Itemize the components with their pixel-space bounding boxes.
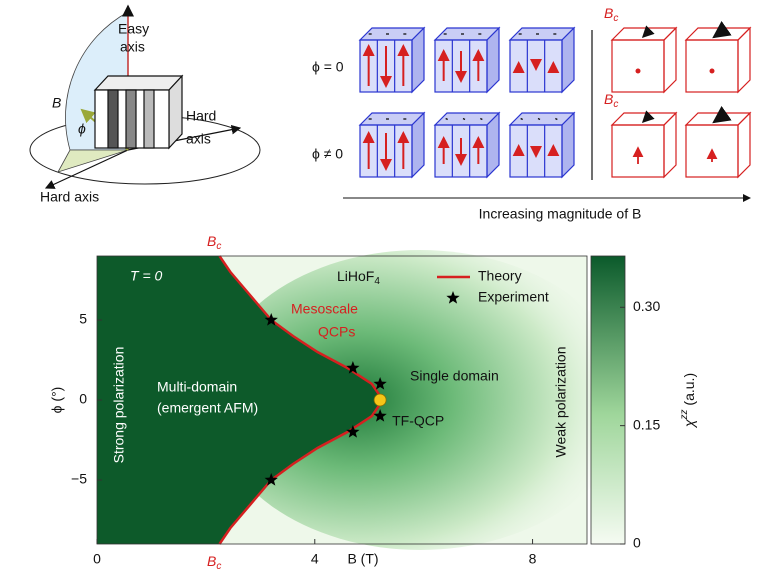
top-arrow <box>712 20 732 39</box>
phase-diagram: TF-QCP Theory Experiment 0 4 8 5 0 −5 B (T) ϕ (°) B… <box>49 233 697 572</box>
cube-face <box>737 26 751 94</box>
bc-label: Bc <box>604 5 618 24</box>
field-label: B <box>52 95 61 111</box>
colorbar-tick-label: 0 <box>633 535 641 551</box>
top-arrow <box>712 105 732 124</box>
critical-point-label: TF-QCP <box>392 413 444 429</box>
legend-star <box>446 291 460 304</box>
annotation: Mesoscale <box>291 301 358 317</box>
bc-sub: c <box>613 13 618 24</box>
experiment-star <box>373 377 387 390</box>
hard-axis-label: Hard <box>186 108 216 124</box>
bc-base: B <box>207 553 216 569</box>
annotation: Single domain <box>410 368 499 384</box>
top-arrow <box>445 117 448 121</box>
hard-axis-label: axis <box>186 131 211 147</box>
arrow-label: Increasing magnitude of B <box>479 206 642 222</box>
experiment-star <box>346 361 360 374</box>
colorbar-tick-label: 0.30 <box>633 298 660 314</box>
experiment-star <box>264 313 278 326</box>
bc-sub: c <box>216 561 221 572</box>
cube-face <box>663 111 677 179</box>
cube-face <box>685 39 739 93</box>
top-arrow <box>480 117 483 121</box>
annotation: (emergent AFM) <box>157 400 258 416</box>
cube-face <box>561 111 575 179</box>
legend-label: Experiment <box>478 289 549 305</box>
y-tick-label: −5 <box>71 471 87 487</box>
cube-face <box>663 26 677 94</box>
bc-label: Bc <box>207 553 221 572</box>
top-arrow <box>462 117 466 121</box>
bc-sub: c <box>216 241 221 252</box>
y-axis-label: ϕ (°) <box>49 387 65 414</box>
bc-label: Bc <box>604 91 618 110</box>
cube-face <box>411 111 425 179</box>
cube-face <box>611 39 665 93</box>
material-base: LiHoF <box>337 268 374 284</box>
bc-base: B <box>604 5 613 21</box>
colorbar-label: χzz (a.u.) <box>679 373 697 429</box>
colorbar-sup: zz <box>679 409 690 420</box>
multi-domain-region <box>97 256 383 544</box>
moment-dot <box>709 68 715 74</box>
colorbar-tick-label: 0.15 <box>633 416 660 432</box>
cube-face <box>611 124 665 178</box>
cube-face <box>685 124 739 178</box>
experiment-star <box>264 473 278 486</box>
top-arrow <box>537 117 541 121</box>
bc-sub: c <box>613 99 618 110</box>
annotation: LiHoF4 <box>337 268 380 287</box>
annotation: Weak polarization <box>553 346 569 457</box>
moment-dot <box>635 68 641 74</box>
bc-label: Bc <box>207 233 221 252</box>
bc-base: B <box>207 233 216 249</box>
colorbar-symbol: χ <box>681 419 697 429</box>
row-label: ϕ ≠ 0 <box>312 146 343 162</box>
critical-point <box>373 393 387 407</box>
easy-axis-label: Easy <box>118 21 149 37</box>
legend-label: Theory <box>478 268 522 284</box>
top-arrow <box>641 25 655 39</box>
x-tick-label: 8 <box>529 551 537 567</box>
x-axis-label: B (T) <box>347 551 378 567</box>
domain-diagram <box>358 20 752 180</box>
cube-face <box>561 26 575 94</box>
hard-axis-label: Hard axis <box>40 189 99 205</box>
angle-label: ϕ <box>78 121 86 137</box>
annotation: Strong polarization <box>111 347 127 464</box>
x-tick-label: 4 <box>311 551 319 567</box>
cube-face <box>737 111 751 179</box>
y-tick-label: 5 <box>79 311 87 327</box>
top-arrow <box>555 117 558 121</box>
easy-axis-label: axis <box>120 39 145 55</box>
colorbar-unit: (a.u.) <box>681 373 697 410</box>
y-tick-label: 0 <box>79 391 87 407</box>
colorbar <box>590 255 626 545</box>
bc-base: B <box>604 91 613 107</box>
annotation: QCPs <box>318 324 355 340</box>
annotation: Multi-domain <box>157 379 237 395</box>
row-label: ϕ = 0 <box>312 59 344 75</box>
cube-face <box>486 26 500 94</box>
cube-face <box>486 111 500 179</box>
axes-diagram <box>29 4 261 189</box>
top-arrow <box>520 117 523 121</box>
experiment-star <box>346 425 360 438</box>
top-arrow <box>641 110 655 124</box>
cube-face <box>411 26 425 94</box>
heatmap-glow <box>210 250 631 550</box>
x-tick-label: 0 <box>93 551 101 567</box>
experiment-star <box>373 409 387 422</box>
material-sub: 4 <box>374 276 380 287</box>
annotation: T = 0 <box>130 268 163 284</box>
